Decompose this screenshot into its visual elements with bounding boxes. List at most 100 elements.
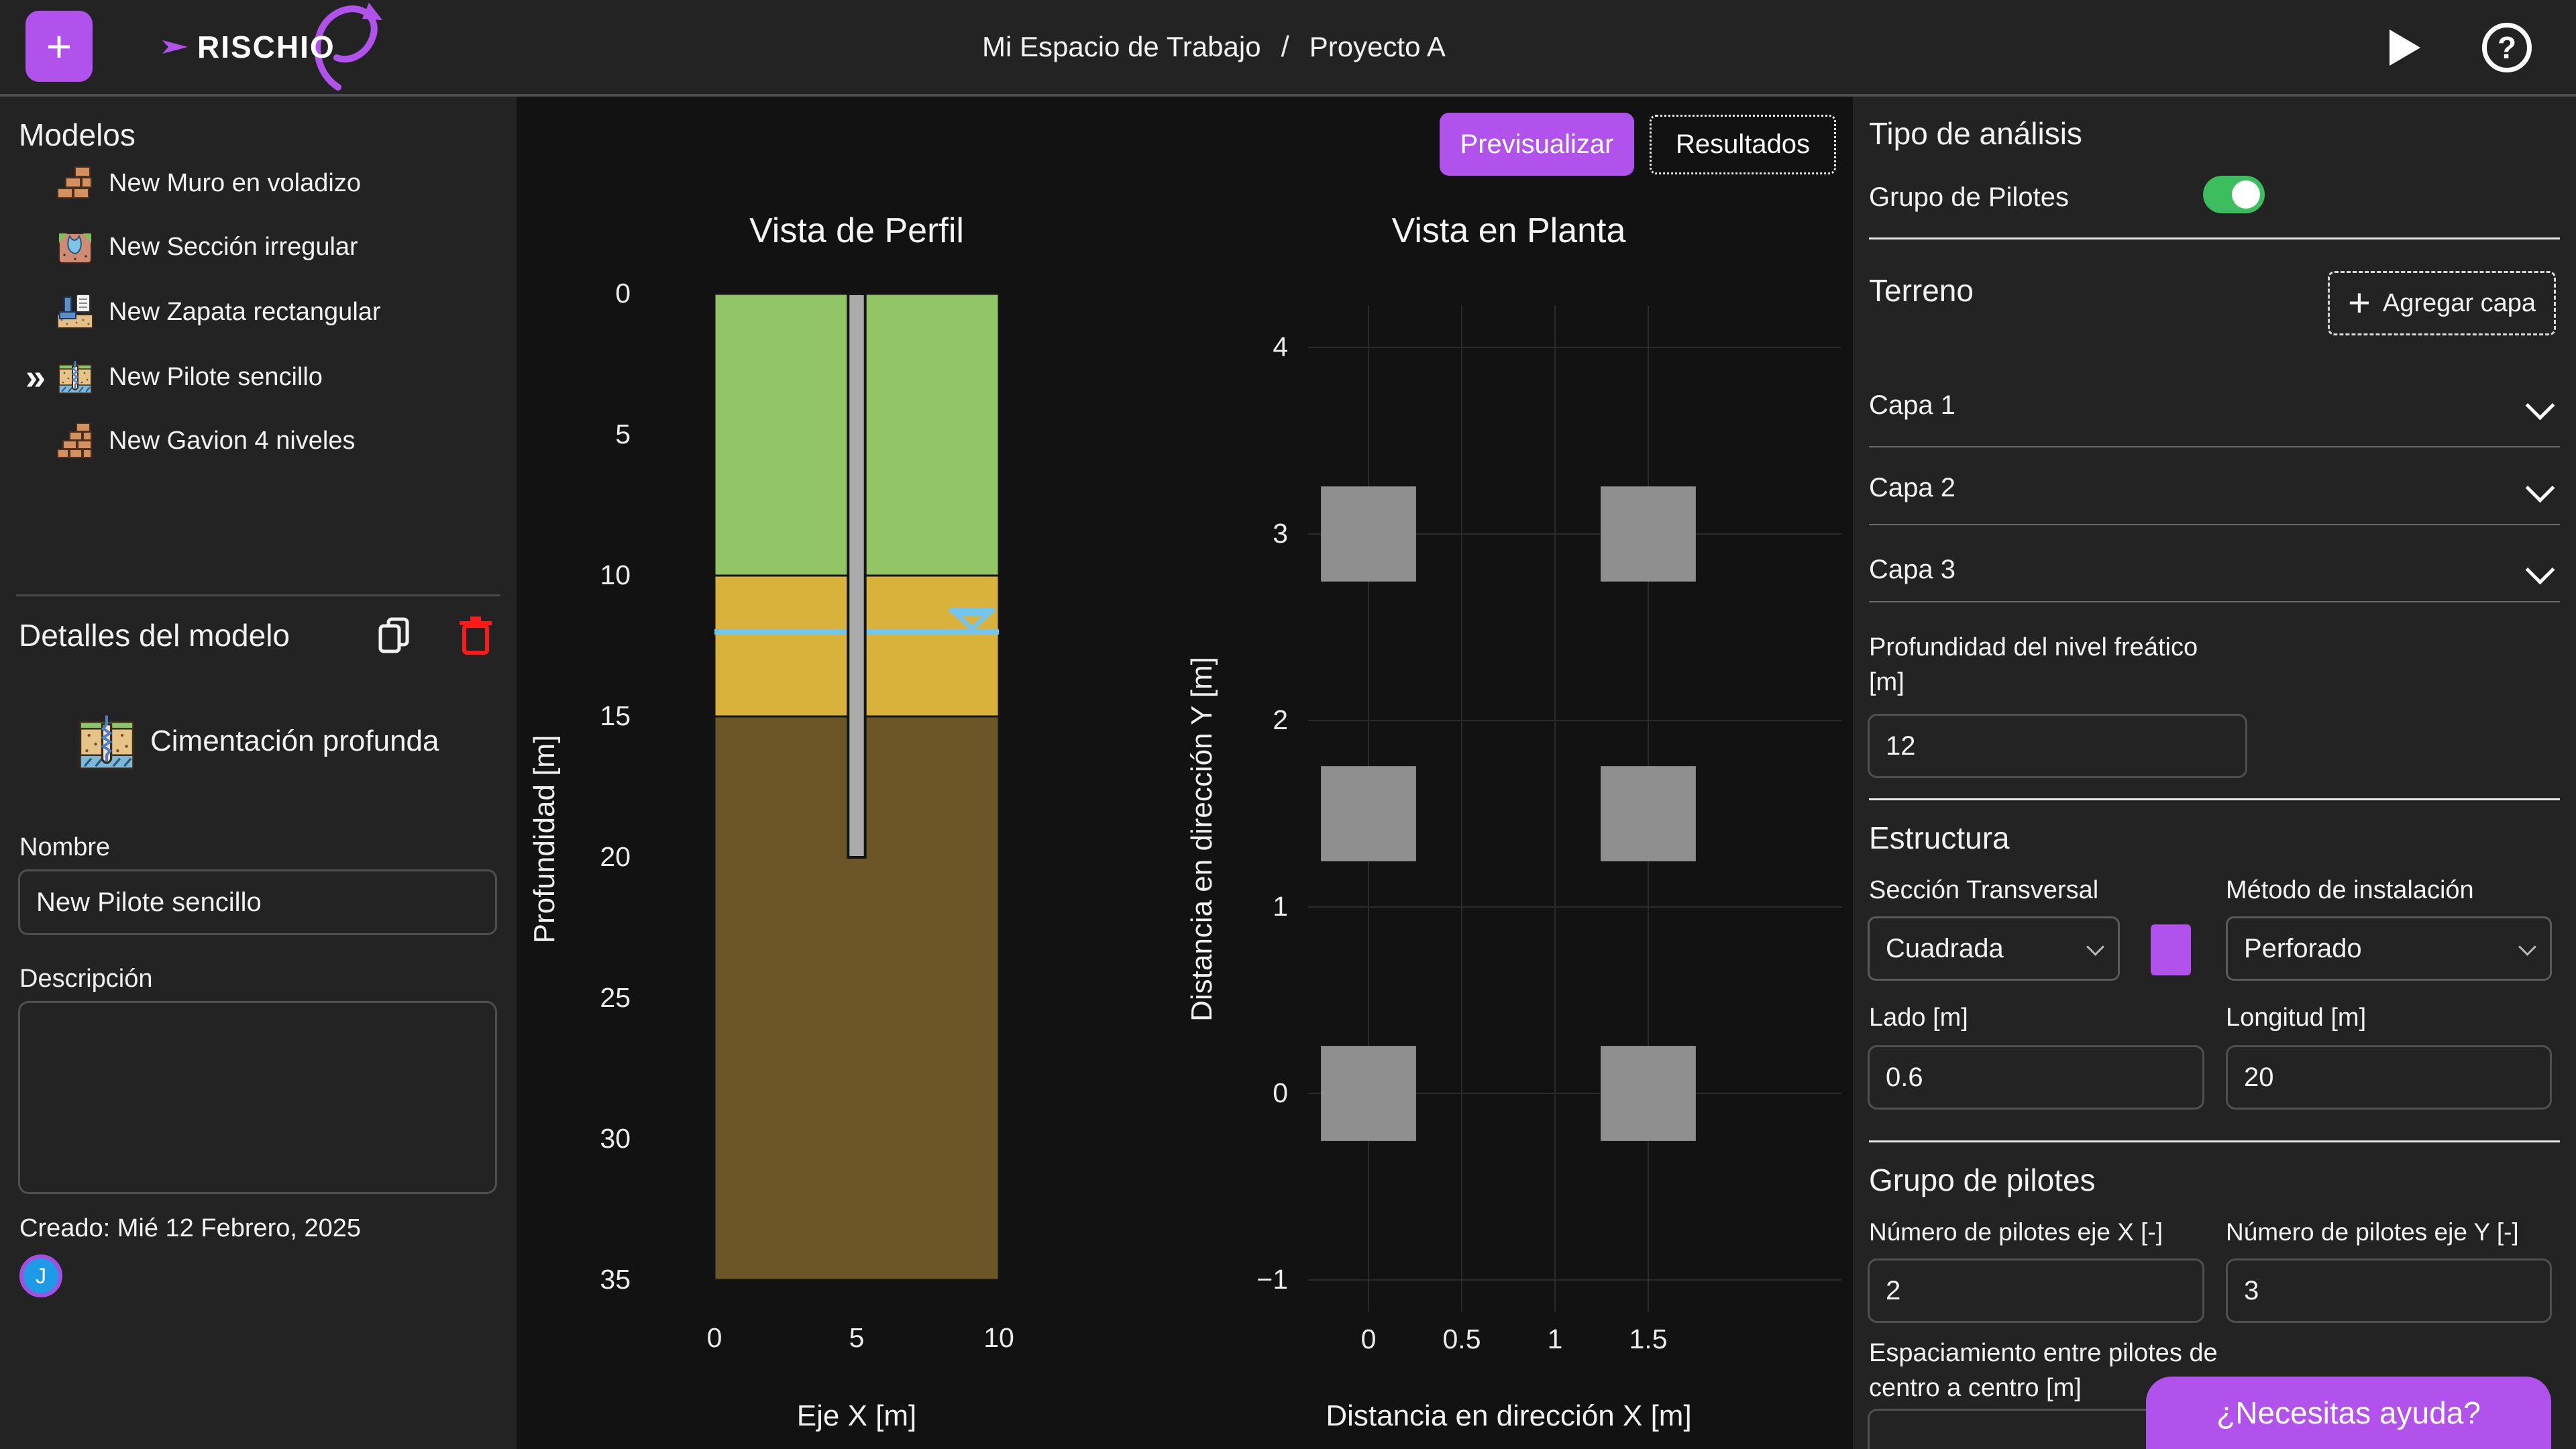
install-method-label: Método de instalación bbox=[2226, 876, 2474, 904]
svg-text:1.5: 1.5 bbox=[1629, 1324, 1668, 1354]
layer-accordion-capa-3[interactable]: Capa 3 bbox=[1869, 546, 2560, 593]
length-input[interactable] bbox=[2226, 1045, 2552, 1110]
footing-icon bbox=[57, 294, 93, 329]
layer-name: Capa 2 bbox=[1869, 472, 1955, 502]
svg-text:3: 3 bbox=[1273, 518, 1288, 549]
section-divider bbox=[1869, 237, 2560, 239]
pile-group-toggle[interactable] bbox=[2203, 176, 2265, 213]
pile-group-title: Grupo de pilotes bbox=[1869, 1163, 2096, 1197]
profile-chart: 0 5 10 15 20 25 30 35 0 5 10 bbox=[600, 278, 1014, 1353]
water-depth-input[interactable] bbox=[1868, 714, 2247, 778]
svg-text:1: 1 bbox=[1548, 1324, 1563, 1354]
sidebar-item-gavion-4-niveles[interactable]: New Gavion 4 niveles bbox=[0, 409, 517, 473]
avatar[interactable]: J bbox=[19, 1254, 62, 1297]
svg-text:10: 10 bbox=[600, 559, 631, 590]
run-analysis-icon[interactable] bbox=[2390, 30, 2420, 66]
trash-icon bbox=[460, 616, 492, 655]
layer-accordion-capa-2[interactable]: Capa 2 bbox=[1869, 464, 2560, 511]
layer-divider bbox=[1869, 446, 2560, 447]
svg-text:−1: −1 bbox=[1256, 1264, 1288, 1295]
description-field-label: Descripción bbox=[19, 965, 153, 993]
plan-chart-title: Vista en Planta bbox=[1391, 211, 1626, 250]
analysis-type-title: Tipo de análisis bbox=[1869, 116, 2082, 151]
model-description-input[interactable] bbox=[18, 1001, 497, 1194]
rischio-logo[interactable]: RISCHIO bbox=[162, 3, 382, 91]
svg-text:2: 2 bbox=[1273, 704, 1288, 735]
svg-text:35: 35 bbox=[600, 1264, 631, 1295]
cross-section-value: Cuadrada bbox=[1886, 933, 2004, 963]
name-field-label: Nombre bbox=[19, 833, 111, 861]
piles-y-label: Número de pilotes eje Y [-] bbox=[2226, 1218, 2519, 1246]
plan-y-axis-label: Distancia en dirección Y [m] bbox=[1185, 657, 1218, 1022]
side-input[interactable] bbox=[1868, 1045, 2204, 1110]
section-color-swatch[interactable] bbox=[2151, 924, 2191, 975]
brick-wall-icon bbox=[57, 166, 92, 199]
cross-section-label: Sección Transversal bbox=[1869, 876, 2099, 904]
new-model-button[interactable]: + bbox=[25, 11, 93, 82]
breadcrumb: Mi Espacio de Trabajo / Proyecto A bbox=[982, 0, 1446, 94]
terrain-title: Terreno bbox=[1869, 273, 1974, 308]
logo-arrow-icon bbox=[162, 40, 188, 54]
svg-text:0: 0 bbox=[1273, 1077, 1288, 1108]
layer-divider bbox=[1869, 524, 2560, 525]
irregular-section-icon bbox=[58, 233, 92, 264]
side-label: Lado [m] bbox=[1869, 1004, 1968, 1032]
profile-x-axis-label: Eje X [m] bbox=[796, 1399, 917, 1432]
add-layer-button[interactable]: + Agregar capa bbox=[2328, 271, 2556, 335]
water-depth-label-line1: Profundidad del nivel freático bbox=[1869, 633, 2198, 661]
svg-text:0: 0 bbox=[1361, 1324, 1377, 1354]
cross-section-select[interactable]: Cuadrada bbox=[1868, 916, 2120, 981]
model-label: New Gavion 4 niveles bbox=[109, 426, 356, 455]
sidebar-item-muro-en-voladizo[interactable]: New Muro en voladizo bbox=[0, 151, 517, 215]
brand-name: RISCHIO bbox=[197, 30, 335, 64]
preview-button[interactable]: Previsualizar bbox=[1440, 113, 1634, 176]
structure-title: Estructura bbox=[1869, 820, 2010, 855]
help-chat-button[interactable]: ¿Necesitas ayuda? bbox=[2146, 1377, 2551, 1449]
piles-x-input[interactable] bbox=[1868, 1258, 2204, 1323]
svg-text:5: 5 bbox=[849, 1322, 865, 1353]
toggle-knob bbox=[2232, 180, 2260, 209]
charts-canvas: 0 5 10 15 20 25 30 35 0 5 10 −1 0 1 2 3 4 0 0.5 1 1.5 bbox=[600, 278, 1841, 1354]
layer-accordion-capa-1[interactable]: Capa 1 bbox=[1869, 382, 2560, 429]
model-label: New Sección irregular bbox=[109, 232, 358, 261]
svg-text:0: 0 bbox=[615, 278, 631, 309]
results-button[interactable]: Resultados bbox=[1650, 115, 1836, 174]
spacing-label-line1: Espaciamiento entre pilotes de bbox=[1869, 1339, 2218, 1367]
svg-text:0.5: 0.5 bbox=[1443, 1324, 1481, 1354]
profile-chart-title: Vista de Perfil bbox=[749, 211, 964, 250]
sidebar-divider bbox=[16, 594, 500, 596]
breadcrumb-workspace[interactable]: Mi Espacio de Trabajo bbox=[982, 31, 1261, 62]
chevron-down-icon bbox=[2525, 473, 2555, 502]
plan-x-axis-label: Distancia en dirección X [m] bbox=[1326, 1399, 1692, 1432]
sidebar-item-pilote-sencillo[interactable]: » New Pilote sencillo bbox=[0, 345, 517, 409]
piles-x-label: Número de pilotes eje X [-] bbox=[1869, 1218, 2163, 1246]
pile-icon bbox=[58, 361, 92, 394]
length-label: Longitud [m] bbox=[2226, 1004, 2367, 1032]
logo-swoosh-icon bbox=[314, 3, 382, 91]
created-date-label: Creado: Mié 12 Febrero, 2025 bbox=[19, 1214, 362, 1242]
model-label: New Pilote sencillo bbox=[109, 362, 323, 391]
duplicate-model-button[interactable] bbox=[369, 610, 419, 660]
delete-model-button[interactable] bbox=[451, 610, 500, 660]
water-depth-label-line2: [m] bbox=[1869, 668, 1904, 696]
models-sidebar: Modelos New Muro en voladizo New Sección… bbox=[0, 97, 517, 1449]
svg-text:10: 10 bbox=[983, 1322, 1014, 1353]
chevron-down-icon bbox=[2086, 937, 2104, 956]
breadcrumb-project[interactable]: Proyecto A bbox=[1309, 31, 1446, 62]
install-method-select[interactable]: Perforado bbox=[2226, 916, 2552, 981]
piles-y-input[interactable] bbox=[2226, 1258, 2552, 1323]
analysis-panel: Tipo de análisis Grupo de Pilotes Terren… bbox=[1853, 97, 2576, 1449]
model-name-input[interactable] bbox=[18, 869, 497, 935]
svg-text:25: 25 bbox=[600, 982, 631, 1013]
chevron-down-icon bbox=[2525, 390, 2555, 420]
pile-group-toggle-label: Grupo de Pilotes bbox=[1869, 182, 2069, 212]
model-details-title: Detalles del modelo bbox=[19, 618, 290, 653]
section-divider bbox=[1869, 1140, 2560, 1142]
sidebar-item-seccion-irregular[interactable]: New Sección irregular bbox=[0, 215, 517, 279]
model-label: New Muro en voladizo bbox=[109, 168, 361, 197]
sidebar-item-zapata-rectangular[interactable]: New Zapata rectangular bbox=[0, 280, 517, 344]
svg-text:5: 5 bbox=[615, 419, 631, 449]
help-icon[interactable]: ? bbox=[2482, 23, 2532, 72]
svg-text:30: 30 bbox=[600, 1123, 631, 1154]
